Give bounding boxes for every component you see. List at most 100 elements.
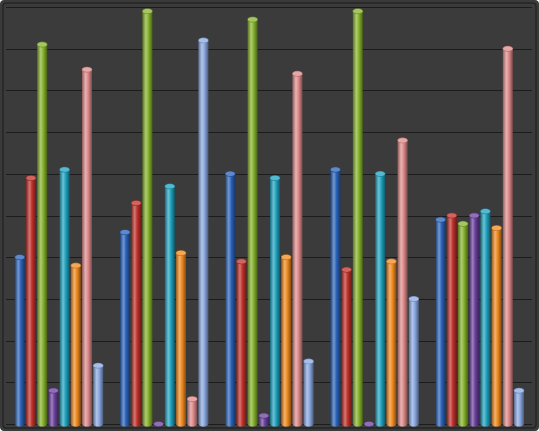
bar-cap xyxy=(59,166,70,173)
bar-cap xyxy=(198,37,209,44)
bar-base xyxy=(408,421,419,427)
bar-base xyxy=(491,421,502,427)
bar xyxy=(303,361,314,424)
bar-cap xyxy=(224,170,236,177)
bar xyxy=(330,169,341,424)
bar-cap xyxy=(175,250,187,256)
bar xyxy=(292,73,303,424)
bar xyxy=(281,257,292,424)
bar-cap xyxy=(25,175,37,181)
bar-cap xyxy=(36,41,48,48)
bar-base xyxy=(502,421,513,427)
bar xyxy=(131,203,142,424)
bar-cap xyxy=(374,170,386,177)
bar-cap xyxy=(119,229,131,236)
bar xyxy=(82,69,92,424)
bar-cap xyxy=(247,16,258,23)
bar-base xyxy=(352,421,363,427)
bar-base xyxy=(142,421,153,427)
bar xyxy=(270,178,280,424)
bar xyxy=(93,365,104,424)
bar-base xyxy=(458,421,468,427)
bar-base xyxy=(480,421,491,427)
bar xyxy=(469,215,480,424)
bar-cap xyxy=(480,208,491,215)
bar-base xyxy=(386,421,397,427)
bar xyxy=(375,173,386,424)
bar-base xyxy=(120,421,130,427)
bar xyxy=(397,140,408,424)
bar-cap xyxy=(70,262,82,269)
bar-base xyxy=(37,421,48,427)
bar-base xyxy=(281,421,292,427)
bar-base xyxy=(82,421,92,427)
bar-base xyxy=(187,421,198,427)
bar-base xyxy=(446,421,457,427)
gridlines xyxy=(6,7,532,425)
bar-cap xyxy=(269,175,281,181)
bar-cap xyxy=(153,421,164,427)
bar-base xyxy=(236,421,247,427)
bar-cap xyxy=(491,225,502,231)
bar xyxy=(480,211,491,424)
bar-cap xyxy=(280,254,292,261)
bar-cap xyxy=(14,254,26,261)
bar-cap xyxy=(303,358,314,365)
bars xyxy=(14,8,525,427)
bar xyxy=(37,44,48,424)
bar-cap xyxy=(446,212,458,219)
bar-cap xyxy=(236,258,247,265)
bar-base xyxy=(14,421,25,427)
bar-base xyxy=(435,421,446,427)
bar-base xyxy=(469,421,480,427)
bar xyxy=(26,178,36,424)
bar-cap xyxy=(130,200,142,206)
bar xyxy=(247,19,258,424)
bar-base xyxy=(164,421,175,427)
bar xyxy=(502,48,513,424)
bar xyxy=(59,169,70,424)
bar xyxy=(352,11,363,424)
bar-base xyxy=(70,421,81,427)
bar xyxy=(14,257,25,424)
bar-cap xyxy=(363,421,375,427)
bar xyxy=(70,265,81,424)
bar xyxy=(514,390,524,424)
bar xyxy=(446,215,457,424)
bar-cap xyxy=(435,216,446,223)
bar xyxy=(341,269,352,424)
bar xyxy=(458,223,468,424)
bar xyxy=(225,173,236,424)
bar-cap xyxy=(468,212,480,219)
bar-base xyxy=(247,421,258,427)
bar xyxy=(491,228,502,424)
bar-cap xyxy=(330,166,341,173)
bar xyxy=(142,11,153,424)
bar-base xyxy=(225,421,236,427)
bar-base xyxy=(292,421,303,427)
bar xyxy=(435,219,446,424)
bar xyxy=(176,253,186,424)
bar-base xyxy=(258,421,269,427)
bar-cap xyxy=(258,412,270,419)
bar-base xyxy=(93,421,104,427)
bar-base xyxy=(330,421,341,427)
bar-base xyxy=(48,421,59,427)
bar-cap xyxy=(513,387,525,394)
bar-base xyxy=(26,421,36,427)
bar-base xyxy=(131,421,142,427)
bar-base xyxy=(198,421,209,427)
bar-cap xyxy=(292,70,303,77)
bar-cap xyxy=(397,137,408,144)
bar-cap xyxy=(457,220,469,227)
bar xyxy=(386,261,397,424)
bar xyxy=(198,40,209,425)
bar-cap xyxy=(164,183,176,190)
bar xyxy=(408,298,419,424)
bar-base xyxy=(59,421,70,427)
bar-cap xyxy=(386,258,397,265)
bar-cap xyxy=(142,8,153,15)
bar xyxy=(48,390,59,424)
